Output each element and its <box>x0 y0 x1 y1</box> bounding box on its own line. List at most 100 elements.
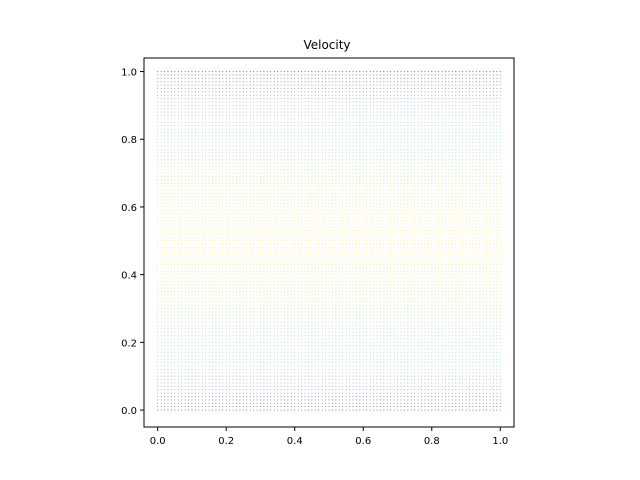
scatter-point <box>212 338 213 340</box>
scatter-point <box>376 308 378 309</box>
scatter-point <box>215 338 217 340</box>
scatter-point <box>205 375 207 377</box>
scatter-point <box>174 331 176 333</box>
scatter-point <box>225 379 227 381</box>
scatter-point <box>246 372 248 374</box>
scatter-point <box>421 409 422 411</box>
scatter-point <box>260 385 261 387</box>
scatter-point <box>249 243 251 245</box>
scatter-point <box>171 247 172 248</box>
scatter-point <box>239 318 241 320</box>
scatter-point <box>311 325 313 326</box>
scatter-point <box>157 328 159 330</box>
scatter-point <box>482 399 484 401</box>
scatter-point <box>448 318 450 320</box>
scatter-point <box>451 379 453 381</box>
scatter-point <box>482 270 484 272</box>
scatter-point <box>342 267 344 269</box>
scatter-point <box>451 304 453 306</box>
scatter-point <box>356 358 357 360</box>
scatter-point <box>270 321 272 323</box>
scatter-point <box>277 389 279 391</box>
scatter-point <box>260 402 261 404</box>
scatter-point <box>232 406 234 408</box>
scatter-point <box>287 267 289 269</box>
scatter-point <box>407 281 409 282</box>
scatter-point <box>167 277 169 279</box>
scatter-point <box>249 352 251 353</box>
scatter-point <box>157 355 159 357</box>
scatter-point <box>486 352 487 353</box>
scatter-point <box>181 270 183 272</box>
scatter-point <box>397 287 398 289</box>
scatter-point <box>181 321 183 323</box>
scatter-point <box>253 385 255 387</box>
scatter-point <box>434 308 436 309</box>
scatter-point <box>198 365 200 367</box>
scatter-point <box>253 277 255 279</box>
scatter-point <box>232 328 234 330</box>
scatter-point <box>407 260 409 262</box>
scatter-point <box>287 331 289 333</box>
scatter-point <box>287 362 289 364</box>
scatter-point <box>314 311 316 313</box>
scatter-point <box>208 247 210 248</box>
scatter-point <box>431 318 433 320</box>
scatter-point <box>482 294 484 296</box>
scatter-point <box>342 352 344 353</box>
scatter-point <box>393 294 395 296</box>
scatter-point <box>328 365 330 367</box>
scatter-point <box>410 284 412 286</box>
scatter-point <box>321 399 323 401</box>
scatter-point <box>414 297 416 299</box>
scatter-point <box>455 297 457 299</box>
scatter-point <box>438 358 440 360</box>
scatter-point <box>280 396 282 397</box>
scatter-point <box>287 243 289 245</box>
scatter-point <box>441 250 443 252</box>
scatter-point <box>215 287 217 289</box>
scatter-point <box>280 348 282 350</box>
scatter-point <box>229 318 231 320</box>
scatter-point <box>301 406 302 408</box>
scatter-point <box>332 338 333 340</box>
scatter-point <box>352 358 354 360</box>
scatter-point <box>325 365 326 367</box>
scatter-point <box>212 352 213 353</box>
scatter-point <box>263 277 265 279</box>
scatter-point <box>362 331 364 333</box>
scatter-point <box>393 267 395 269</box>
scatter-point <box>407 318 409 320</box>
scatter-point <box>383 399 385 401</box>
scatter-point <box>332 294 333 296</box>
scatter-point <box>167 402 169 404</box>
scatter-point <box>280 369 282 370</box>
scatter-point <box>174 382 176 384</box>
scatter-point <box>345 365 347 367</box>
scatter-point <box>462 325 464 326</box>
scatter-point <box>366 372 368 374</box>
scatter-point <box>181 297 183 299</box>
scatter-point <box>225 294 227 296</box>
scatter-point <box>352 304 354 306</box>
scatter-point <box>208 294 210 296</box>
scatter-point <box>287 287 289 289</box>
scatter-point <box>407 325 409 326</box>
scatter-point <box>188 328 189 330</box>
scatter-point <box>314 345 316 347</box>
scatter-point <box>421 270 422 272</box>
scatter-point <box>263 409 265 411</box>
scatter-point <box>417 287 419 289</box>
scatter-point <box>451 365 453 367</box>
scatter-point <box>208 297 210 299</box>
scatter-point <box>205 348 207 350</box>
scatter-point <box>188 375 189 377</box>
scatter-point <box>290 345 292 347</box>
scatter-point <box>469 396 470 397</box>
scatter-point <box>465 392 467 394</box>
scatter-point <box>167 257 169 259</box>
scatter-point <box>212 406 213 408</box>
scatter-point <box>349 379 350 381</box>
scatter-point <box>266 335 268 336</box>
scatter-point <box>277 243 279 245</box>
